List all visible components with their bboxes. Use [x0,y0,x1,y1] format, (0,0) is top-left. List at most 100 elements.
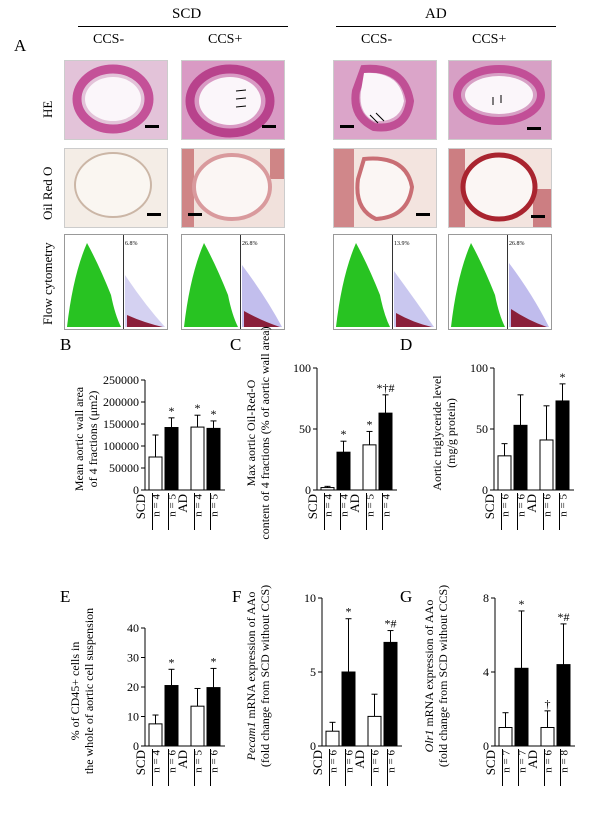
significance-marker: * [346,605,352,619]
group-label: AD [347,494,362,513]
significance-marker: * [341,427,347,441]
significance-marker: † [545,697,551,711]
bar [367,715,382,747]
he-image-ad-ccs-neg [333,60,437,140]
significance-marker: * [367,417,373,431]
group-label: AD [524,494,539,513]
panel-label: E [60,587,70,606]
group-label: AD [175,750,190,769]
panel-label: D [400,335,412,354]
flow-gate-label: 13.9% [394,241,410,247]
y-tick-label: 0 [133,483,139,497]
he-image-ad-ccs-pos [448,60,552,140]
y-axis-label: Aortic triglyceride level(mg/g protein) [430,375,458,491]
y-tick-label: 50 [476,422,488,436]
flow-plot-scd-ccs-pos: 26.8% [181,234,285,330]
n-label: n = 4 [339,494,351,517]
n-label: n = 8 [559,750,571,773]
n-label: n = 6 [516,494,528,517]
panel-label: F [232,587,241,606]
y-axis-label: Olr1 mRNA expression of AAo(fold change … [422,585,450,767]
y-tick-label: 0 [133,739,139,753]
n-label: n = 4 [151,750,163,773]
y-tick-label: 0 [310,739,316,753]
significance-marker: * [195,401,201,415]
y-tick-label: 100 [470,361,488,375]
group-label: SCD [310,750,325,775]
chart-f: F 0 5 10 Pecam1 mRNA expression of AAo(fold … [232,585,402,786]
y-axis-label: Pecam1 mRNA expression of AAo(fold chang… [244,585,272,767]
bar [539,439,554,491]
significance-marker: *# [558,610,570,624]
y-tick-label: 100 [293,361,311,375]
flow-gate-label: 26.8% [509,241,525,247]
n-label: n = 6 [209,750,221,773]
bar [497,455,512,491]
significance-marker: * [211,407,217,421]
flow-gate-label: 6.8% [125,241,138,247]
y-tick-label: 250000 [103,373,139,387]
bar [164,427,179,491]
n-label: n = 4 [381,494,393,517]
n-label: n = 6 [386,750,398,773]
group-header-scd: SCD [172,6,202,22]
y-axis-label: % of CD45+ cells inthe whole of aortic c… [68,608,96,774]
group-label: SCD [482,494,497,519]
chart-g: G 0 4 8 Olr1 mRNA expression of AAo(fold cha… [400,585,575,786]
significance-marker: * [169,655,175,669]
y-tick-label: 20 [127,680,139,694]
n-label: n = 6 [328,750,340,773]
bar [148,456,163,491]
bar [514,667,529,747]
n-label: n = 7 [501,750,513,773]
n-label: n = 6 [167,750,179,773]
y-tick-label: 30 [127,651,139,665]
chart-d: D 0 50 100 Aortic triglyceride level(mg/g pr… [400,335,574,530]
group-label: AD [352,750,367,769]
y-tick-label: 0 [483,739,489,753]
group-header-ad: AD [425,6,447,22]
flow-plot-ad-ccs-neg: 13.9% [333,234,437,330]
n-label: n = 6 [344,750,356,773]
n-label: n = 5 [558,494,570,517]
column-label-ad-ccs-pos: CCS+ [472,32,507,47]
bar [206,687,221,747]
panel-label: G [400,587,412,606]
group-label: SCD [133,750,148,775]
y-tick-label: 50 [299,422,311,436]
bar [556,664,571,747]
significance-marker: * [560,370,566,384]
y-tick-label: 50000 [109,461,139,475]
bar [190,426,205,491]
bar [206,427,221,491]
bar [325,730,340,747]
y-axis-label: Max aortic Oil-Red-Ocontent of 4 fractio… [244,326,272,539]
column-label-scd-ccs-pos: CCS+ [208,32,243,47]
group-label: SCD [133,494,148,519]
n-label: n = 7 [517,750,529,773]
y-tick-label: 10 [127,710,139,724]
column-label-ad-ccs-neg: CCS- [361,32,393,47]
significance-marker: *# [385,617,397,631]
significance-marker: *†# [377,381,395,395]
group-line-ad [336,26,556,27]
oil-red-o-image-scd-ccs-neg [64,148,168,228]
y-tick-label: 200000 [103,395,139,409]
bar [362,444,377,491]
panel-a-label: A [14,36,27,55]
significance-marker: * [169,404,175,418]
he-image-scd-ccs-pos [181,60,285,140]
bar [341,671,356,747]
y-tick-label: 150000 [103,417,139,431]
n-label: n = 6 [543,750,555,773]
n-label: n = 5 [193,750,205,773]
group-line-scd [78,26,288,27]
bar [148,723,163,747]
n-label: n = 5 [167,494,179,517]
group-label: SCD [483,750,498,775]
bar [378,412,393,491]
y-axis-label: Mean aortic wall areaof 4 fractions (μm2… [72,386,100,491]
group-label: SCD [305,494,320,519]
group-label: AD [525,750,540,769]
n-label: n = 5 [209,494,221,517]
